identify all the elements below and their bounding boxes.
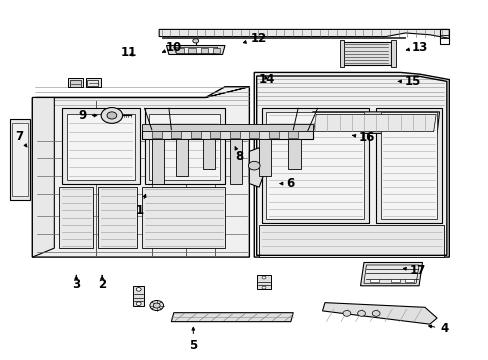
Polygon shape	[229, 139, 242, 184]
Polygon shape	[149, 114, 220, 180]
Bar	[212, 48, 220, 53]
Polygon shape	[254, 72, 448, 257]
Polygon shape	[59, 187, 93, 248]
Bar	[256, 275, 271, 289]
Text: 7: 7	[15, 130, 27, 147]
Bar	[200, 48, 207, 53]
Circle shape	[153, 303, 160, 308]
Polygon shape	[142, 187, 224, 248]
Polygon shape	[161, 37, 405, 39]
Polygon shape	[142, 125, 312, 131]
Text: 17: 17	[403, 264, 425, 277]
Bar	[339, 40, 344, 67]
Polygon shape	[259, 139, 271, 176]
Circle shape	[357, 311, 365, 316]
Polygon shape	[266, 112, 363, 220]
Text: 1: 1	[135, 194, 146, 217]
Bar	[229, 131, 239, 138]
Circle shape	[371, 311, 379, 316]
Polygon shape	[313, 114, 435, 132]
Polygon shape	[176, 139, 188, 176]
Text: 5: 5	[189, 327, 197, 352]
Text: 14: 14	[258, 73, 274, 86]
Text: 2: 2	[98, 275, 106, 291]
Polygon shape	[261, 108, 368, 223]
Text: 10: 10	[162, 41, 182, 54]
Polygon shape	[249, 148, 266, 187]
Bar	[176, 48, 183, 53]
Polygon shape	[32, 87, 249, 98]
Circle shape	[262, 276, 265, 279]
Bar	[390, 279, 399, 282]
Text: 9: 9	[79, 109, 97, 122]
Text: 12: 12	[243, 32, 267, 45]
Circle shape	[107, 112, 117, 119]
Circle shape	[262, 286, 265, 289]
Bar	[249, 131, 259, 138]
Polygon shape	[152, 139, 163, 184]
Circle shape	[248, 161, 260, 170]
Text: 13: 13	[406, 41, 427, 54]
Text: 4: 4	[428, 322, 447, 335]
Text: 3: 3	[72, 275, 80, 291]
Polygon shape	[61, 108, 140, 184]
Bar	[70, 80, 81, 87]
Polygon shape	[171, 313, 293, 321]
Bar	[210, 131, 220, 138]
Polygon shape	[173, 47, 217, 53]
Polygon shape	[159, 30, 448, 39]
Polygon shape	[259, 225, 444, 257]
Polygon shape	[203, 139, 215, 169]
Bar	[190, 131, 200, 138]
Polygon shape	[144, 108, 224, 184]
Polygon shape	[380, 112, 436, 220]
Polygon shape	[166, 45, 224, 54]
Polygon shape	[10, 119, 30, 200]
Text: 11: 11	[120, 46, 136, 59]
Polygon shape	[142, 130, 312, 139]
Polygon shape	[68, 78, 82, 87]
Polygon shape	[360, 262, 422, 286]
Polygon shape	[375, 108, 441, 223]
Bar	[188, 48, 195, 53]
Text: 6: 6	[280, 177, 294, 190]
Bar	[405, 279, 413, 282]
Bar	[133, 286, 144, 306]
Circle shape	[136, 302, 141, 306]
Polygon shape	[363, 265, 418, 283]
Bar	[369, 279, 378, 282]
Polygon shape	[12, 123, 28, 196]
Circle shape	[342, 311, 350, 316]
Bar	[390, 40, 395, 67]
Bar	[288, 131, 298, 138]
Polygon shape	[288, 139, 300, 169]
Polygon shape	[322, 303, 436, 324]
Circle shape	[136, 288, 141, 291]
Polygon shape	[310, 112, 439, 134]
Bar	[268, 131, 278, 138]
Bar	[87, 80, 98, 86]
Bar	[171, 131, 181, 138]
Bar	[341, 42, 390, 65]
Text: 8: 8	[235, 147, 243, 163]
Circle shape	[101, 108, 122, 123]
Circle shape	[192, 39, 198, 43]
Polygon shape	[66, 114, 135, 180]
Polygon shape	[32, 98, 54, 257]
Bar	[152, 131, 161, 138]
Polygon shape	[86, 78, 101, 87]
Text: 16: 16	[352, 131, 374, 144]
Text: 15: 15	[398, 75, 420, 88]
Polygon shape	[98, 187, 137, 248]
Polygon shape	[32, 87, 249, 257]
Circle shape	[150, 301, 163, 311]
